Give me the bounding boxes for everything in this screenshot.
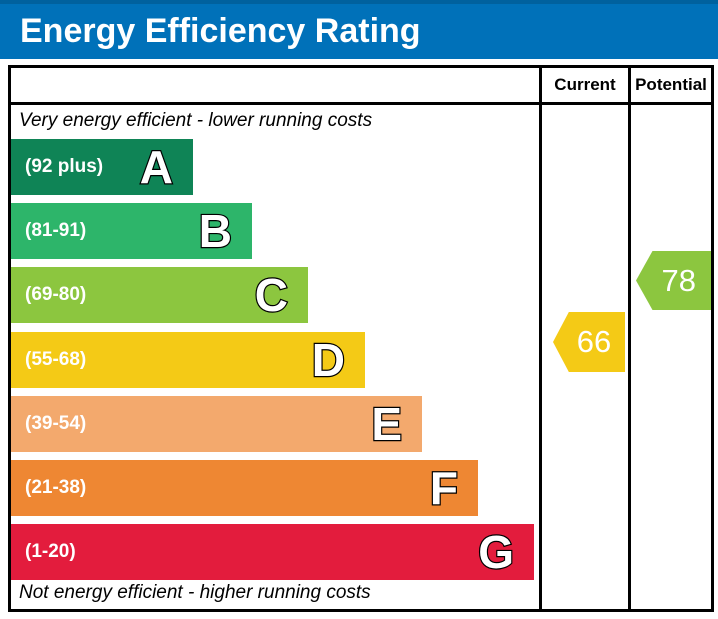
band-row-F: (21-38) F	[11, 460, 478, 516]
band-letter: E	[370, 398, 403, 450]
page-title: Energy Efficiency Rating	[20, 12, 421, 50]
band-range-label: (1-20)	[25, 541, 76, 562]
column-divider	[628, 68, 631, 609]
band-row-C: (69-80) C	[11, 267, 308, 323]
band-range-label: (39-54)	[25, 413, 87, 434]
band-row-A: (92 plus) A	[11, 139, 193, 195]
band-range-label: (92 plus)	[25, 156, 104, 177]
column-header-current: Current	[554, 75, 616, 94]
bottom-note: Not energy efficient - higher running co…	[19, 582, 371, 603]
band-letter: B	[198, 205, 234, 257]
band-row-G: (1-20) G	[11, 524, 534, 580]
band-letter: C	[254, 269, 290, 321]
band-row-B: (81-91) B	[11, 203, 252, 259]
band-range-label: (81-91)	[25, 220, 87, 241]
rating-table: Current Potential Very energy efficient …	[8, 65, 714, 612]
band-range-label: (69-80)	[25, 284, 87, 305]
band-letter: D	[311, 334, 347, 386]
column-divider	[539, 68, 542, 609]
band-range-label: (55-68)	[25, 349, 87, 370]
band-letter: A	[139, 141, 175, 193]
band-row-D: (55-68) D	[11, 332, 365, 388]
top-note: Very energy efficient - lower running co…	[19, 110, 373, 131]
current-rating-marker: 66	[553, 312, 625, 372]
band-letter: G	[477, 526, 515, 578]
current-rating-value: 66	[576, 324, 612, 359]
band-letter: F	[429, 462, 460, 514]
title-bar-top-strip	[0, 0, 718, 4]
band-range-label: (21-38)	[25, 477, 87, 498]
title-bar: Energy Efficiency Rating	[0, 0, 718, 59]
potential-rating-marker: 78	[636, 251, 711, 310]
potential-rating-value: 78	[661, 262, 696, 298]
column-header-potential: Potential	[635, 75, 707, 94]
header-underline	[11, 102, 711, 105]
band-row-E: (39-54) E	[11, 396, 422, 452]
